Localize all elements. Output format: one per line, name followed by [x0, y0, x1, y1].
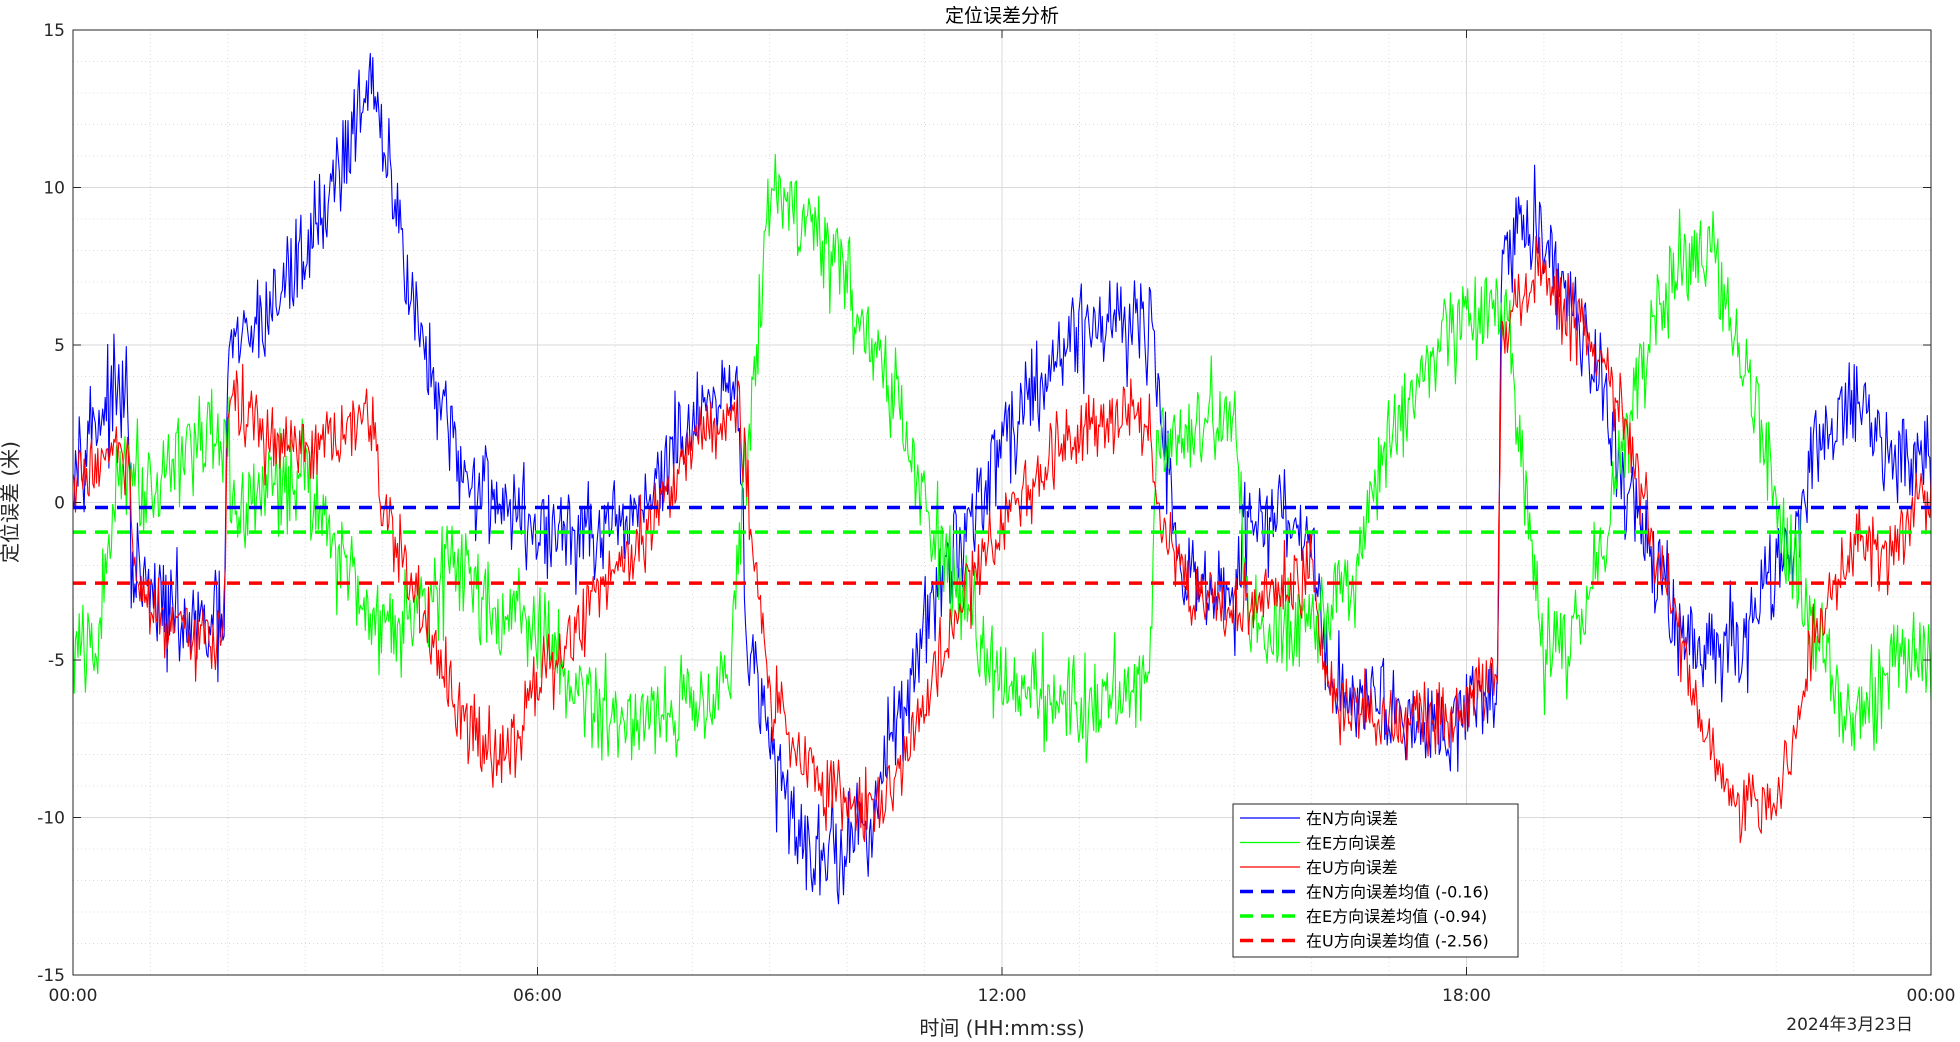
legend-label: 在N方向误差均值 (-0.16): [1306, 883, 1489, 902]
y-tick-label: 15: [43, 21, 65, 41]
x-tick-label: 18:00: [1442, 986, 1491, 1006]
date-label: 2024年3月23日: [1786, 1015, 1913, 1035]
series-line: [72, 153, 1932, 764]
series-line: [72, 52, 1932, 905]
x-tick-label: 12:00: [978, 986, 1027, 1006]
legend-label: 在N方向误差: [1306, 809, 1398, 828]
y-tick-label: 5: [54, 336, 65, 356]
legend-label: 在U方向误差: [1306, 858, 1398, 877]
legend-label: 在E方向误差均值 (-0.94): [1306, 907, 1487, 926]
legend-label: 在E方向误差: [1306, 834, 1396, 853]
series-line: [72, 235, 1932, 844]
y-tick-label: 0: [54, 494, 65, 514]
x-tick-label: 00:00: [49, 986, 98, 1006]
legend-label: 在U方向误差均值 (-2.56): [1306, 932, 1489, 951]
series-layer: [72, 52, 1932, 905]
y-tick-label: -5: [48, 651, 65, 671]
y-tick-label: 10: [43, 179, 65, 199]
x-axis-title: 时间 (HH:mm:ss): [919, 1016, 1084, 1040]
x-tick-label: 06:00: [513, 986, 562, 1006]
y-tick-label: -15: [37, 966, 65, 986]
x-tick-label: 00:00: [1907, 986, 1956, 1006]
legend-box: [1232, 803, 1519, 958]
chart-title: 定位误差分析: [945, 5, 1059, 27]
y-tick-label: -10: [37, 809, 65, 829]
y-axis-title: 定位误差 (米): [0, 441, 22, 563]
axis-ticks: -15 -10 -5 0 5 10 15 00:00 06:00 12:00 18:00 00:00: [37, 21, 1955, 1006]
